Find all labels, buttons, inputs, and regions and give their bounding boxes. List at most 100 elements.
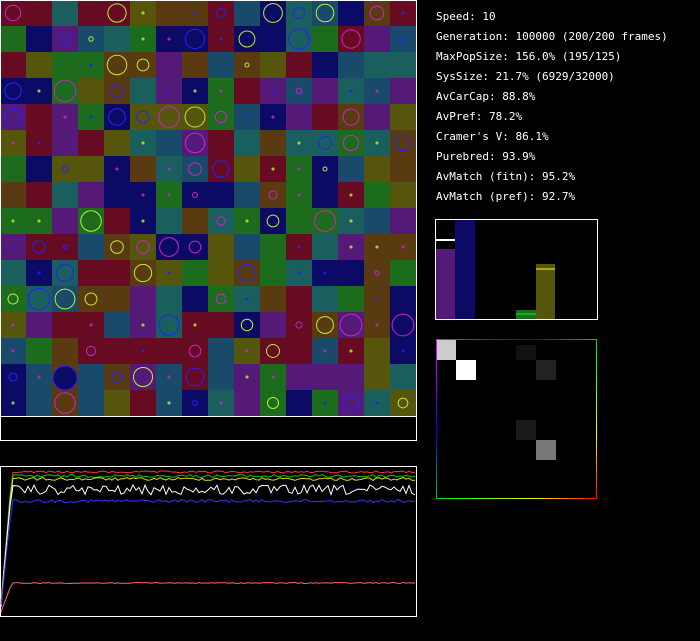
organism xyxy=(3,107,23,127)
organism xyxy=(315,3,335,23)
cell xyxy=(0,260,26,286)
stat-line: AvMatch (pref): 92.7% xyxy=(436,190,575,203)
cell xyxy=(286,104,312,130)
cell xyxy=(78,52,104,78)
hist-bar xyxy=(436,239,455,241)
organism xyxy=(266,344,280,358)
cell xyxy=(182,260,208,286)
matrix-cell xyxy=(536,360,556,380)
cell xyxy=(0,130,26,156)
stat-line: Generation: 100000 (200/200 frames) xyxy=(436,30,668,43)
organism xyxy=(342,394,360,412)
cell xyxy=(156,390,182,416)
organism xyxy=(219,89,223,93)
cell xyxy=(0,286,26,312)
cell xyxy=(390,182,416,208)
cell xyxy=(390,130,416,156)
cell xyxy=(208,312,234,338)
organism xyxy=(394,134,412,152)
organism xyxy=(375,401,379,405)
cell xyxy=(208,104,234,130)
organism xyxy=(297,193,301,197)
organism xyxy=(295,87,303,95)
cell xyxy=(208,364,234,390)
cell xyxy=(182,26,208,52)
organism xyxy=(4,4,22,22)
organism xyxy=(4,82,22,100)
cell xyxy=(0,338,26,364)
cell xyxy=(286,78,312,104)
world-border xyxy=(0,0,417,417)
organism xyxy=(219,37,223,41)
cell xyxy=(338,130,364,156)
organism xyxy=(401,11,405,15)
organism xyxy=(245,349,249,353)
organism xyxy=(375,141,379,145)
organism xyxy=(62,244,68,250)
organism xyxy=(316,316,334,334)
organism xyxy=(322,166,328,172)
cell xyxy=(338,104,364,130)
organism xyxy=(141,193,145,197)
organism xyxy=(37,89,41,93)
cell xyxy=(130,208,156,234)
organism xyxy=(349,89,353,93)
world-grid xyxy=(0,0,416,416)
cell xyxy=(0,52,26,78)
cell xyxy=(130,234,156,260)
history-graph xyxy=(0,470,416,613)
organism xyxy=(32,240,46,254)
cell xyxy=(104,286,130,312)
cell xyxy=(364,208,390,234)
organism xyxy=(133,263,153,283)
organism xyxy=(349,193,353,197)
cell xyxy=(312,182,338,208)
organism xyxy=(167,37,171,41)
history-line xyxy=(0,470,416,603)
cell xyxy=(0,0,26,26)
organism xyxy=(111,371,123,383)
organism xyxy=(37,375,41,379)
cell xyxy=(182,182,208,208)
cell xyxy=(52,234,78,260)
history-line xyxy=(0,483,416,608)
organism xyxy=(110,84,124,98)
cell xyxy=(130,78,156,104)
cell xyxy=(156,234,182,260)
cell xyxy=(338,0,364,26)
cell xyxy=(52,0,78,26)
cell xyxy=(78,338,104,364)
cell xyxy=(0,156,26,182)
cell xyxy=(390,286,416,312)
cell xyxy=(52,338,78,364)
organism xyxy=(266,396,280,410)
cell xyxy=(208,0,234,26)
cell xyxy=(286,26,312,52)
organism xyxy=(314,210,336,232)
cell xyxy=(312,78,338,104)
cell xyxy=(234,156,260,182)
history-line xyxy=(0,476,416,605)
organism xyxy=(80,210,102,232)
cell xyxy=(260,26,286,52)
organism xyxy=(11,245,15,249)
cell xyxy=(78,390,104,416)
cell xyxy=(0,104,26,130)
cell xyxy=(286,0,312,26)
cell xyxy=(234,0,260,26)
organism xyxy=(271,115,275,119)
cell xyxy=(182,390,208,416)
organism xyxy=(136,58,150,72)
cell xyxy=(78,208,104,234)
organism xyxy=(167,375,171,379)
cell xyxy=(52,286,78,312)
cell xyxy=(312,338,338,364)
cell xyxy=(156,260,182,286)
cell xyxy=(312,286,338,312)
stat-line: AvCarCap: 88.8% xyxy=(436,90,536,103)
cell xyxy=(104,234,130,260)
organism xyxy=(185,367,205,387)
matrix-cell xyxy=(456,360,476,380)
cell xyxy=(260,156,286,182)
